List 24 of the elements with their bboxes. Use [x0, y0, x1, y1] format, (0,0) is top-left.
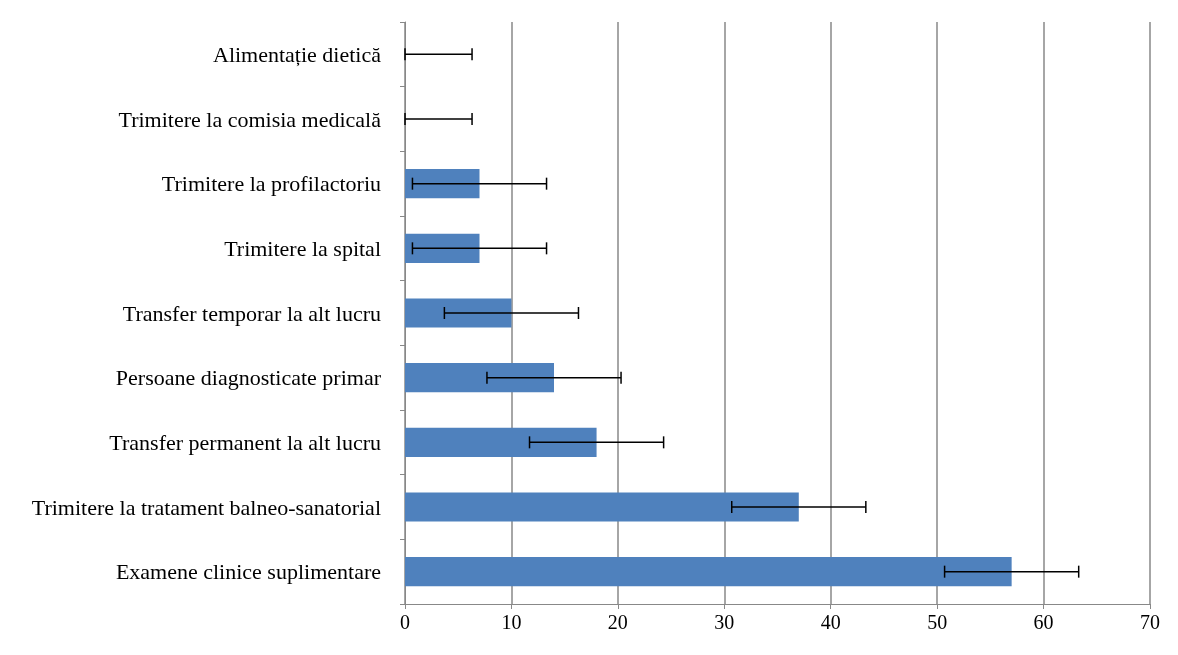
y-tick-label: Transfer permanent la alt lucru — [109, 429, 381, 455]
x-tick-label: 20 — [607, 611, 628, 633]
y-tick-label: Alimentație dietică — [213, 41, 382, 67]
bar — [405, 363, 554, 393]
y-tick-label: Examene clinice suplimentare — [115, 559, 381, 585]
y-tick-label: Trimitere la tratament balneo-sanatorial — [31, 494, 381, 520]
y-tick-label: Trimitere la profilactoriu — [161, 171, 381, 197]
x-tick-label: 70 — [1140, 611, 1160, 633]
x-tick-label: 30 — [714, 611, 735, 633]
x-tick-label: 50 — [927, 611, 948, 633]
y-tick-label: Trimitere la spital — [224, 235, 381, 261]
bar — [405, 492, 799, 522]
bar — [405, 169, 480, 199]
y-tick-label: Persoane diagnosticate primar — [115, 365, 382, 391]
bar — [405, 557, 1012, 587]
x-tick-label: 40 — [820, 611, 841, 633]
y-tick-label: Trimitere la comisia medicală — [118, 106, 382, 132]
x-tick-label: 60 — [1033, 611, 1054, 633]
x-tick-label: 0 — [400, 611, 410, 633]
bar — [405, 427, 597, 457]
bar — [405, 298, 512, 328]
y-tick-label: Transfer temporar la alt lucru — [122, 300, 381, 326]
bar — [405, 233, 480, 263]
x-tick-label: 10 — [501, 611, 522, 633]
